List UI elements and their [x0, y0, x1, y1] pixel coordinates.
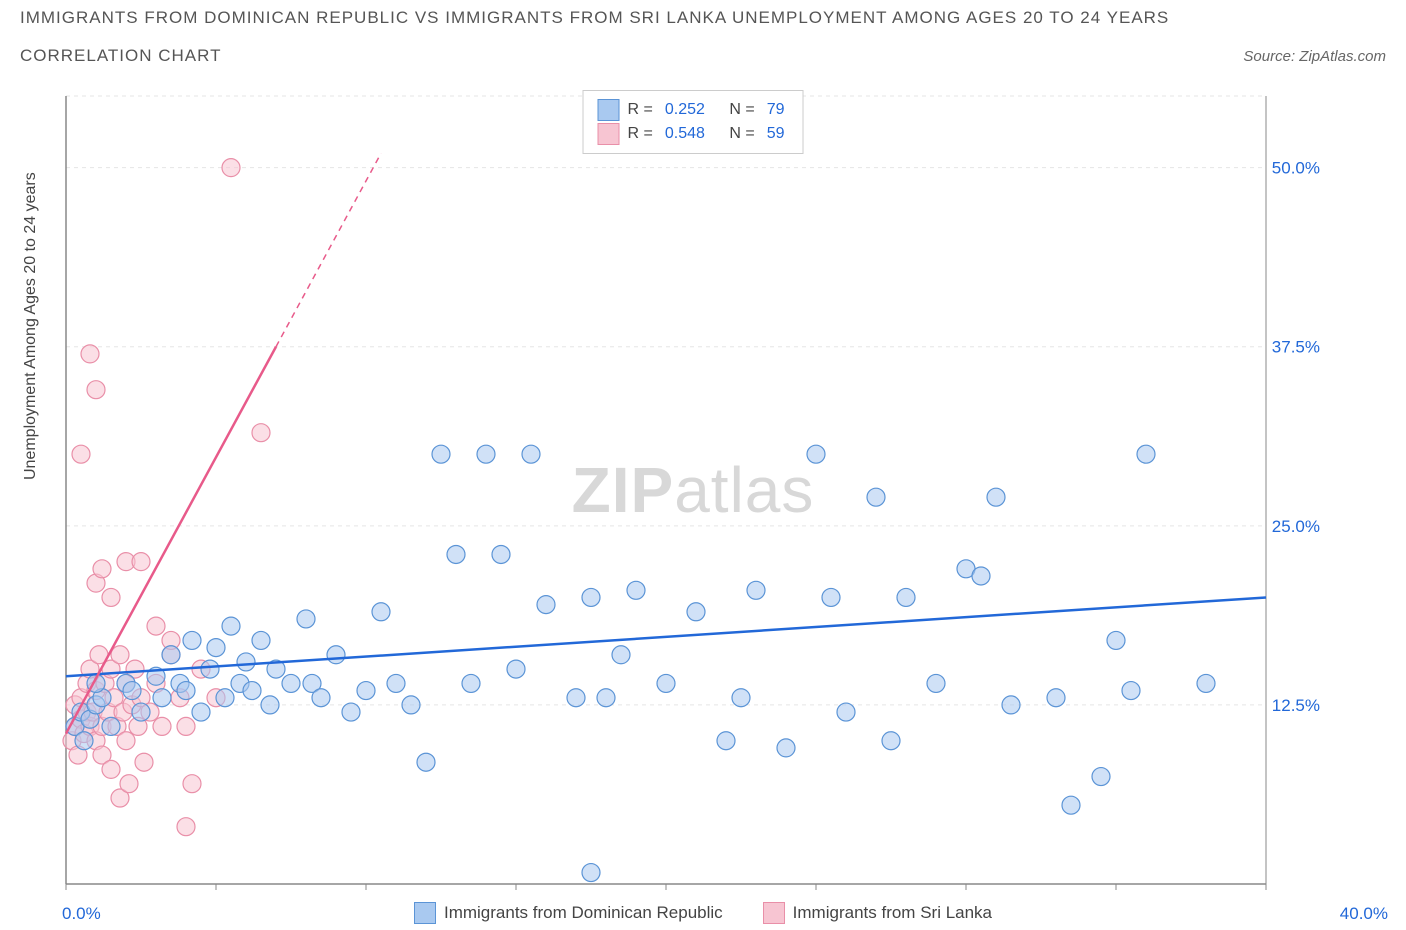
- source-label: Source:: [1243, 48, 1299, 65]
- legend-r-value-1: 0.252: [665, 101, 705, 119]
- chart-subtitle: CORRELATION CHART: [20, 46, 222, 66]
- svg-text:37.5%: 37.5%: [1272, 338, 1320, 357]
- legend-swatch-2: [598, 123, 620, 145]
- series-legend-item-1: Immigrants from Dominican Republic: [414, 902, 723, 924]
- legend-r-label-1: R =: [628, 101, 653, 119]
- chart-container: IMMIGRANTS FROM DOMINICAN REPUBLIC VS IM…: [0, 0, 1406, 930]
- y-axis-label: Unemployment Among Ages 20 to 24 years: [22, 172, 40, 480]
- series-legend: Immigrants from Dominican Republic Immig…: [0, 902, 1406, 924]
- svg-text:12.5%: 12.5%: [1272, 696, 1320, 715]
- source-attribution: Source: ZipAtlas.com: [1243, 48, 1386, 65]
- series-name-2: Immigrants from Sri Lanka: [793, 903, 992, 923]
- svg-text:25.0%: 25.0%: [1272, 517, 1320, 536]
- scatter-plot-svg: 12.5% 25.0% 37.5% 50.0%: [60, 90, 1326, 890]
- legend-swatch-1: [598, 99, 620, 121]
- source-value: ZipAtlas.com: [1299, 48, 1386, 65]
- legend-n-value-1: 79: [767, 101, 785, 119]
- correlation-legend: R = 0.252 N = 79 R = 0.548 N = 59: [583, 90, 804, 154]
- legend-row-series-1: R = 0.252 N = 79: [598, 99, 789, 121]
- series-swatch-2: [763, 902, 785, 924]
- chart-title: IMMIGRANTS FROM DOMINICAN REPUBLIC VS IM…: [20, 8, 1386, 28]
- series-name-1: Immigrants from Dominican Republic: [444, 903, 723, 923]
- plot-area: 12.5%25.0%37.5%50.0% ZIPatlas R = 0.252 …: [60, 90, 1326, 890]
- subtitle-row: CORRELATION CHART Source: ZipAtlas.com: [20, 46, 1386, 66]
- legend-r-label-2: R =: [628, 125, 653, 143]
- legend-r-value-2: 0.548: [665, 125, 705, 143]
- series-swatch-1: [414, 902, 436, 924]
- legend-n-value-2: 59: [767, 125, 785, 143]
- legend-n-label-1: N =: [729, 101, 754, 119]
- svg-text:50.0%: 50.0%: [1272, 159, 1320, 178]
- series-legend-item-2: Immigrants from Sri Lanka: [763, 902, 992, 924]
- legend-row-series-2: R = 0.548 N = 59: [598, 123, 789, 145]
- title-area: IMMIGRANTS FROM DOMINICAN REPUBLIC VS IM…: [0, 0, 1406, 66]
- legend-n-label-2: N =: [729, 125, 754, 143]
